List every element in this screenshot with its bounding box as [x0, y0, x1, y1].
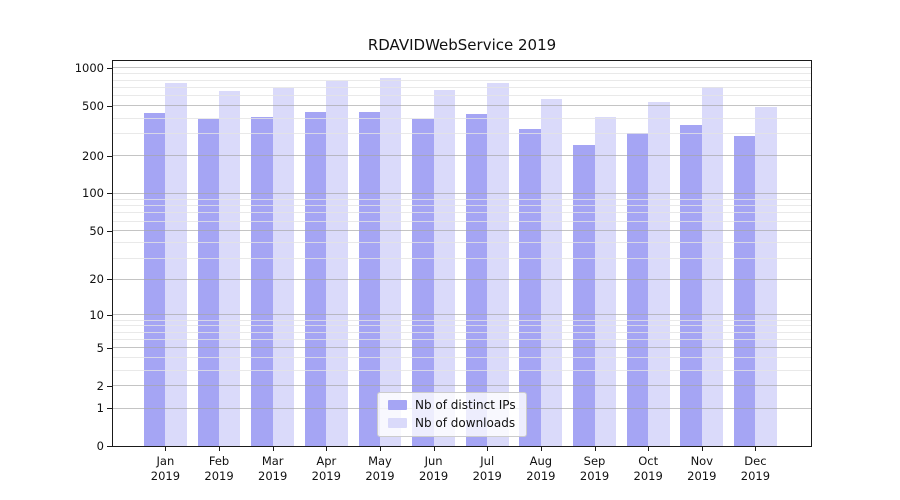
x-tick-label-jan-2019: Jan 2019 [150, 454, 181, 483]
x-tick-label-jul-2019: Jul 2019 [472, 454, 502, 483]
y-tick-label-1: 1 [96, 401, 104, 416]
x-tick-label-mar-2019: Mar 2019 [258, 454, 288, 483]
bar-ips-jun [412, 118, 434, 446]
bar-ips-apr [304, 111, 327, 446]
x-tick-mark-mar [272, 447, 274, 451]
legend-swatch-downloads [388, 418, 407, 428]
x-tick-label-may-2019: May 2019 [365, 454, 395, 483]
bar-downloads-dec [755, 106, 777, 446]
bar-downloads-jul [487, 83, 509, 446]
bar-downloads-may [379, 78, 402, 446]
bar-downloads-jun [433, 90, 455, 446]
bar-downloads-feb [219, 91, 241, 446]
bar-downloads-mar [272, 88, 295, 446]
bar-ips-jul [465, 114, 488, 446]
bar-ips-mar [251, 116, 273, 446]
y-tick-label-2: 2 [96, 378, 104, 393]
y-tick-label-200: 200 [82, 148, 104, 163]
bar-ips-nov [680, 125, 702, 446]
x-tick-mark-sep [594, 447, 596, 451]
legend-label-downloads: Nb of downloads [415, 416, 516, 430]
bar-downloads-aug [540, 99, 563, 446]
bars-layer [113, 61, 811, 446]
bar-downloads-sep [594, 116, 616, 446]
bar-ips-feb [197, 118, 220, 446]
y-tick-label-1000: 1000 [74, 60, 104, 75]
bar-ips-oct [626, 132, 649, 446]
bar-ips-aug [519, 128, 541, 446]
y-tick-label-0: 0 [96, 439, 104, 453]
x-tick-label-oct-2019: Oct 2019 [633, 454, 663, 483]
bar-ips-jan [144, 113, 166, 446]
legend-item-distinct-ips: Nb of distinct IPs [388, 398, 516, 412]
x-tick-mark-apr [326, 447, 328, 451]
legend: Nb of distinct IPs Nb of downloads [377, 392, 527, 437]
chart-title: RDAVIDWebService 2019 [367, 36, 557, 54]
bar-downloads-oct [648, 101, 670, 446]
x-tick-label-nov-2019: Nov 2019 [687, 454, 717, 483]
x-tick-mark-nov [701, 447, 703, 451]
x-tick-label-dec-2019: Dec 2019 [740, 454, 771, 483]
bar-downloads-apr [326, 80, 348, 446]
bar-downloads-nov [701, 86, 724, 446]
y-tick-label-10: 10 [89, 307, 104, 322]
legend-label-distinct-ips: Nb of distinct IPs [415, 398, 516, 412]
x-tick-label-sep-2019: Sep 2019 [579, 454, 610, 483]
legend-swatch-distinct-ips [388, 400, 407, 410]
x-tick-label-apr-2019: Apr 2019 [311, 454, 341, 483]
legend-item-downloads: Nb of downloads [388, 416, 516, 430]
x-tick-mark-jun [433, 447, 435, 451]
bar-downloads-jan [165, 83, 187, 446]
y-tick-label-50: 50 [89, 223, 104, 238]
x-tick-mark-may [379, 447, 381, 451]
plot-area: Nb of distinct IPs Nb of downloads [112, 60, 812, 447]
x-tick-mark-jul [487, 447, 489, 451]
y-tick-label-20: 20 [89, 272, 104, 287]
x-tick-label-jun-2019: Jun 2019 [418, 454, 449, 483]
x-tick-label-feb-2019: Feb 2019 [204, 454, 234, 483]
x-tick-mark-aug [540, 447, 542, 451]
y-tick-label-100: 100 [82, 186, 104, 201]
bar-ips-sep [573, 144, 595, 446]
y-tick-label-5: 5 [96, 340, 104, 355]
x-tick-mark-jan [165, 447, 167, 451]
y-tick-label-500: 500 [82, 98, 104, 113]
x-tick-mark-dec [755, 447, 757, 451]
x-tick-mark-feb [219, 447, 221, 451]
bar-ips-dec [734, 136, 756, 446]
x-tick-label-aug-2019: Aug 2019 [526, 454, 556, 483]
x-tick-mark-oct [648, 447, 650, 451]
